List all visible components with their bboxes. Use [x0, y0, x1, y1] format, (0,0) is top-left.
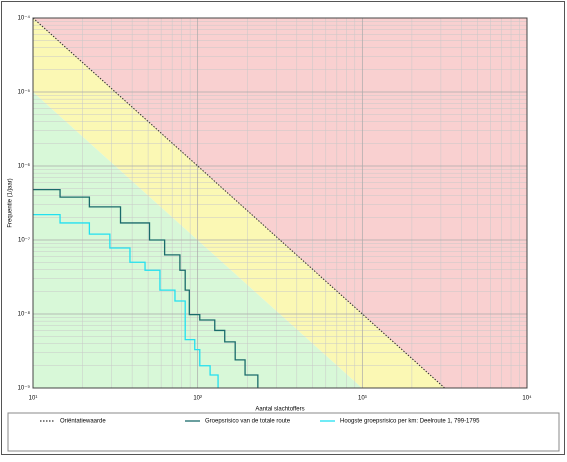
red-zone	[33, 18, 527, 388]
marks	[32, 17, 445, 389]
plot-border	[32, 17, 528, 389]
series-line	[32, 17, 445, 389]
legend	[7, 412, 560, 452]
x-tick-label: 10⁴	[522, 395, 532, 402]
series-line	[33, 214, 219, 388]
legend-label: Hoogste groepsrisico per km: Deelroute 1…	[340, 419, 480, 425]
y-axis-label: Frequentie (1/jaar)	[8, 178, 14, 227]
y-tick-label: 10⁻⁶	[18, 163, 31, 170]
series-line	[33, 188, 259, 388]
x-axis-label: Aantal slachtoffers	[255, 407, 304, 413]
legend-label: Oriëntatiewaarde	[60, 419, 106, 425]
y-tick-label: 10⁻⁵	[18, 89, 31, 96]
y-tick-label: 10⁻⁷	[18, 237, 30, 244]
grid	[32, 17, 528, 389]
y-tick-label: 10⁻⁴	[18, 15, 31, 22]
x-tick-label: 10²	[193, 396, 202, 402]
y-tick-label: 10⁻⁸	[18, 311, 31, 318]
y-tick-label: 10⁻⁹	[18, 385, 31, 392]
x-tick-label: 10¹	[29, 396, 38, 402]
legend-label: Groepsrisico van de totale route	[205, 419, 291, 425]
x-tick-label: 10³	[358, 396, 367, 402]
